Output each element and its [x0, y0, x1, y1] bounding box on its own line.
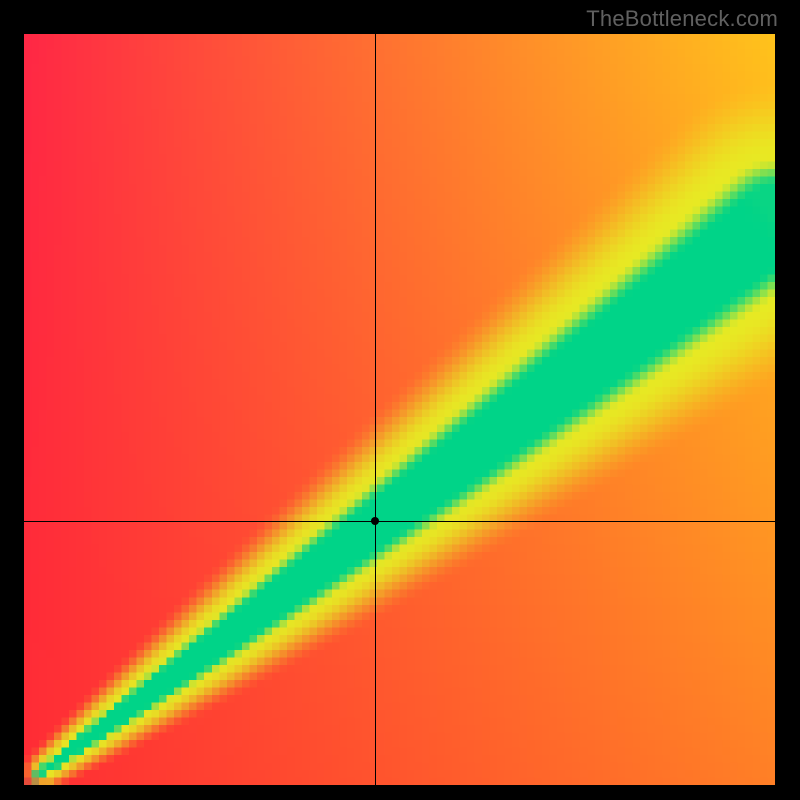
heatmap-plot — [24, 34, 775, 785]
heatmap-canvas — [24, 34, 775, 785]
watermark-text: TheBottleneck.com — [586, 6, 778, 32]
chart-container: TheBottleneck.com — [0, 0, 800, 800]
